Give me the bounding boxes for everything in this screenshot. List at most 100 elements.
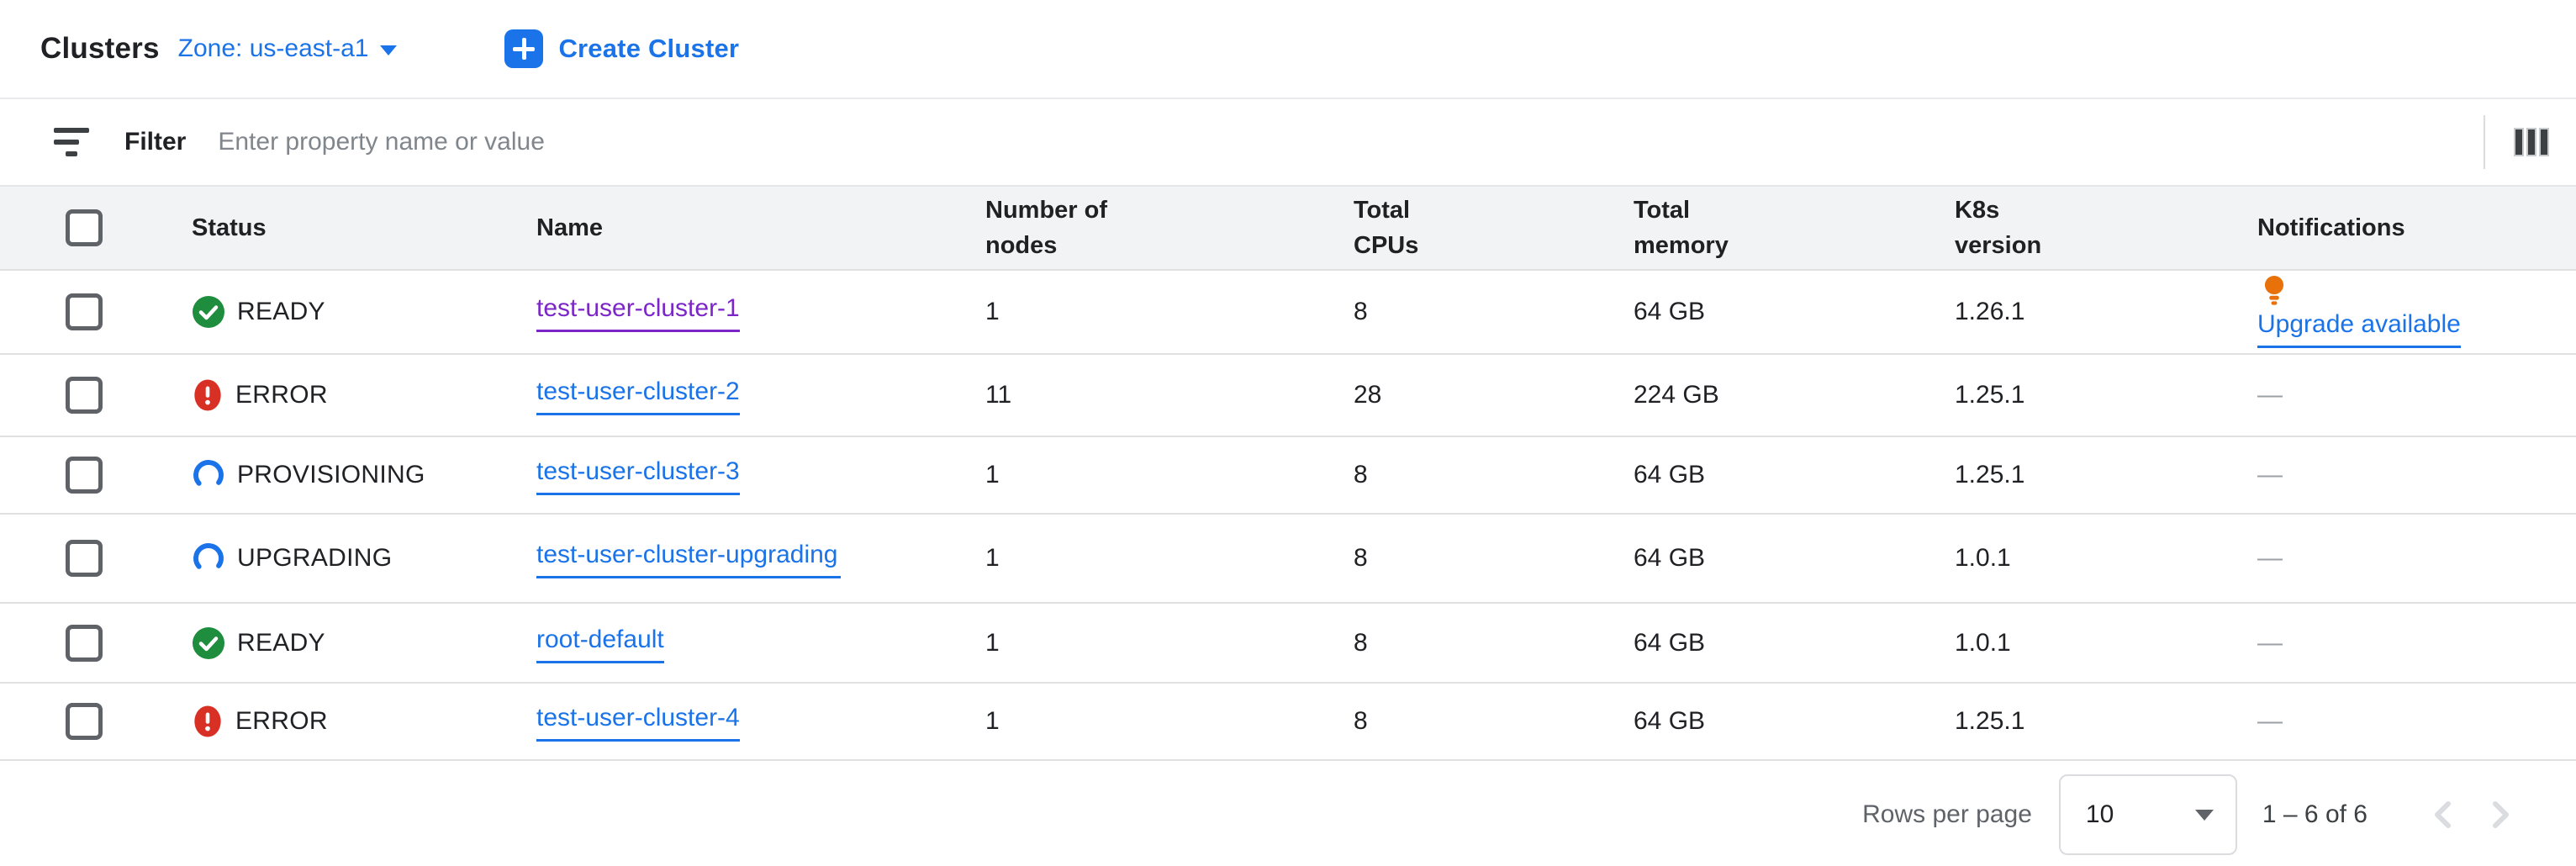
chevron-left-icon (2435, 801, 2451, 828)
chevron-down-icon (2194, 809, 2214, 821)
nodes-cell: 1 (985, 628, 1000, 657)
column-header-k8s-version: K8s version (1955, 196, 2042, 259)
upgrade-available-link[interactable]: Upgrade available (2257, 308, 2461, 348)
column-header-name: Name (536, 214, 603, 241)
next-page-button[interactable] (2472, 796, 2529, 833)
table-row: ERROR test-user-cluster-4 1 8 64 GB 1.25… (0, 683, 2576, 760)
rows-per-page-select[interactable]: 10 (2058, 774, 2237, 855)
row-checkbox[interactable] (66, 540, 103, 577)
cluster-name-link[interactable]: test-user-cluster-1 (536, 292, 740, 332)
status-cell: ERROR (192, 704, 536, 739)
cluster-name-link[interactable]: test-user-cluster-2 (536, 375, 740, 415)
error-circle-icon (194, 379, 221, 411)
column-header-cpus: Total CPUs (1354, 196, 1419, 259)
table-row: ERROR test-user-cluster-2 11 28 224 GB 1… (0, 354, 2576, 436)
column-header-memory: Total memory (1634, 196, 1729, 259)
view-columns-icon (2514, 128, 2549, 156)
notification-cell: Upgrade available (2257, 276, 2576, 348)
memory-cell: 64 GB (1634, 544, 1706, 572)
pagination-footer: Rows per page 10 1 – 6 of 6 (0, 761, 2576, 866)
status-label: ERROR (235, 707, 328, 735)
chevron-right-icon (2493, 801, 2509, 828)
cluster-name-link[interactable]: test-user-cluster-4 (536, 701, 740, 742)
rows-per-page-label: Rows per page (1862, 800, 2032, 828)
spinner-icon (193, 460, 224, 490)
no-notification: — (2257, 544, 2283, 572)
clusters-table: Status Name Number of nodes Total CPUs T… (0, 185, 2576, 761)
cpus-cell: 8 (1354, 628, 1368, 657)
vertical-divider (2484, 115, 2485, 169)
status-cell: READY (192, 626, 536, 660)
page-header: Clusters Zone: us-east-a1 Create Cluster (0, 0, 2576, 99)
cpus-cell: 8 (1354, 461, 1368, 488)
status-cell: READY (192, 295, 536, 329)
table-row: READY test-user-cluster-1 1 8 64 GB 1.26… (0, 270, 2576, 354)
table-row: PROVISIONING test-user-cluster-3 1 8 64 … (0, 436, 2576, 514)
pagination-range: 1 – 6 of 6 (2262, 800, 2367, 828)
memory-cell: 64 GB (1634, 461, 1706, 488)
filter-list-icon (54, 128, 89, 156)
column-header-notifications: Notifications (2257, 214, 2405, 241)
create-cluster-button[interactable]: Create Cluster (504, 29, 739, 68)
version-cell: 1.25.1 (1955, 461, 2025, 488)
spinner-icon (193, 543, 224, 573)
check-circle-icon (193, 296, 224, 328)
status-cell: PROVISIONING (192, 458, 536, 492)
column-header-nodes: Number of nodes (985, 196, 1107, 259)
error-circle-icon (194, 705, 221, 737)
version-cell: 1.26.1 (1955, 298, 2025, 325)
status-label: ERROR (235, 381, 328, 409)
cluster-name-link[interactable]: test-user-cluster-3 (536, 455, 740, 495)
no-notification: — (2257, 381, 2283, 409)
previous-page-button[interactable] (2415, 796, 2472, 833)
row-checkbox[interactable] (66, 457, 103, 494)
version-cell: 1.0.1 (1955, 628, 2011, 657)
zone-label: Zone: us-east-a1 (177, 34, 369, 62)
table-header-row: Status Name Number of nodes Total CPUs T… (0, 186, 2576, 270)
memory-cell: 64 GB (1634, 628, 1706, 657)
create-cluster-label: Create Cluster (558, 34, 740, 63)
no-notification: — (2257, 461, 2283, 488)
status-label: READY (237, 298, 325, 325)
memory-cell: 64 GB (1634, 707, 1706, 735)
filter-input[interactable] (218, 128, 2467, 156)
filter-bar: Filter (0, 99, 2576, 185)
cpus-cell: 28 (1354, 381, 1382, 409)
no-notification: — (2257, 628, 2283, 657)
nodes-cell: 1 (985, 544, 1000, 572)
version-cell: 1.0.1 (1955, 544, 2011, 572)
page-title: Clusters (40, 32, 160, 65)
check-circle-icon (193, 626, 224, 659)
row-checkbox[interactable] (66, 293, 103, 330)
cluster-name-link[interactable]: root-default (536, 623, 664, 663)
status-label: UPGRADING (237, 544, 393, 572)
nodes-cell: 1 (985, 707, 1000, 735)
status-cell: UPGRADING (192, 541, 536, 575)
filter-label: Filter (124, 128, 187, 156)
version-cell: 1.25.1 (1955, 707, 2025, 735)
cluster-name-link[interactable]: test-user-cluster-upgrading (536, 538, 841, 578)
table-row: UPGRADING test-user-cluster-upgrading 1 … (0, 514, 2576, 603)
cpus-cell: 8 (1354, 544, 1368, 572)
column-display-button[interactable] (2510, 124, 2552, 160)
row-checkbox[interactable] (66, 703, 103, 740)
nodes-cell: 1 (985, 461, 1000, 488)
nodes-cell: 1 (985, 298, 1000, 325)
status-cell: ERROR (192, 378, 536, 413)
no-notification: — (2257, 707, 2283, 735)
nodes-cell: 11 (985, 381, 1012, 409)
column-header-status: Status (192, 214, 267, 241)
row-checkbox[interactable] (66, 377, 103, 414)
rows-per-page-value: 10 (2085, 800, 2114, 828)
cpus-cell: 8 (1354, 707, 1368, 735)
cpus-cell: 8 (1354, 298, 1368, 325)
zone-selector[interactable]: Zone: us-east-a1 (178, 34, 398, 63)
status-label: READY (237, 628, 325, 657)
plus-icon (504, 29, 544, 68)
select-all-checkbox[interactable] (66, 209, 103, 247)
memory-cell: 224 GB (1634, 381, 1719, 409)
memory-cell: 64 GB (1634, 298, 1706, 325)
row-checkbox[interactable] (66, 624, 103, 662)
lightbulb-icon (2264, 276, 2284, 305)
